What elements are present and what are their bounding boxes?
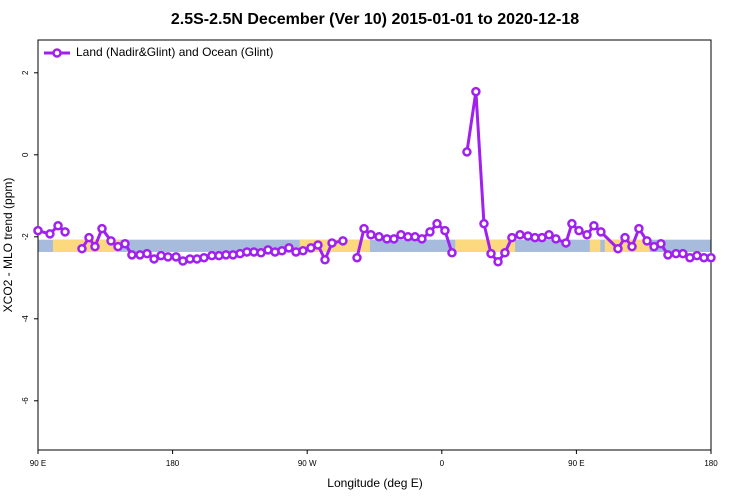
data-point <box>500 248 510 258</box>
y-tick-label: -6 <box>21 397 30 405</box>
data-point <box>417 234 427 244</box>
data-point <box>567 218 577 229</box>
data-point <box>389 234 399 244</box>
data-point <box>656 239 666 249</box>
land-band <box>455 239 516 252</box>
data-point <box>77 243 87 254</box>
data-point <box>313 240 323 250</box>
data-point <box>338 236 348 246</box>
data-point <box>613 243 623 254</box>
x-tick-label: 180 <box>704 459 718 468</box>
data-point <box>327 238 337 248</box>
data-point <box>53 220 63 231</box>
ocean-band <box>38 239 711 252</box>
data-point <box>447 248 457 258</box>
data-point <box>627 241 637 252</box>
data-point <box>479 218 489 229</box>
data-point <box>561 238 571 248</box>
data-point <box>142 248 152 259</box>
data-point <box>432 218 442 229</box>
data-point <box>106 236 116 246</box>
data-point <box>320 255 330 265</box>
land-band <box>589 239 601 252</box>
data-point <box>642 236 652 246</box>
data-point <box>33 225 43 236</box>
data-point <box>486 248 496 259</box>
data-point <box>45 229 55 239</box>
legend-marker <box>52 48 62 58</box>
data-point <box>149 254 159 264</box>
data-point <box>284 243 294 253</box>
data-point <box>366 230 376 240</box>
data-point <box>120 239 130 249</box>
data-point <box>574 225 584 236</box>
data-point <box>90 241 100 252</box>
data-point <box>359 223 369 234</box>
y-axis-label: XCO2 - MLO trend (ppm) <box>1 178 15 313</box>
data-point <box>589 220 599 231</box>
legend-label: Land (Nadir&Glint) and Ocean (Glint) <box>76 45 273 59</box>
x-tick-label: 90 E <box>30 459 46 468</box>
data-point <box>199 252 209 263</box>
data-point <box>551 234 561 244</box>
x-tick-label: 180 <box>166 459 180 468</box>
data-point <box>374 232 384 242</box>
x-axis-label: Longitude (deg E) <box>327 476 422 490</box>
data-point <box>544 230 554 240</box>
data-point <box>84 232 94 243</box>
y-tick-label: -2 <box>21 233 30 241</box>
data-point <box>471 86 481 97</box>
data-point <box>596 227 606 237</box>
plot-frame <box>37 39 712 451</box>
x-tick-label: 90 W <box>298 459 317 468</box>
data-point <box>678 248 688 259</box>
data-point <box>515 230 525 240</box>
data-point <box>352 252 362 263</box>
data-point <box>634 223 644 234</box>
data-point <box>440 225 450 236</box>
y-tick-label: -4 <box>21 315 30 323</box>
data-point <box>663 250 673 260</box>
data-point <box>298 245 308 256</box>
data-point <box>462 147 472 157</box>
data-point <box>127 250 137 260</box>
data-point <box>425 227 435 237</box>
chart-title: 2.5S-2.5N December (Ver 10) 2015-01-01 t… <box>171 11 579 28</box>
data-point <box>171 252 181 262</box>
y-tick-label: 0 <box>21 152 30 157</box>
data-point <box>582 230 592 240</box>
y-tick-label: 2 <box>21 70 30 75</box>
data-point <box>60 227 70 237</box>
data-point <box>507 232 517 243</box>
data-point <box>493 257 503 267</box>
x-tick-label: 0 <box>440 459 445 468</box>
data-point <box>706 252 716 263</box>
x-tick-label: 90 E <box>568 459 584 468</box>
land-band <box>52 239 121 252</box>
data-point <box>620 232 630 243</box>
data-point <box>97 223 107 234</box>
data-point <box>163 252 173 262</box>
